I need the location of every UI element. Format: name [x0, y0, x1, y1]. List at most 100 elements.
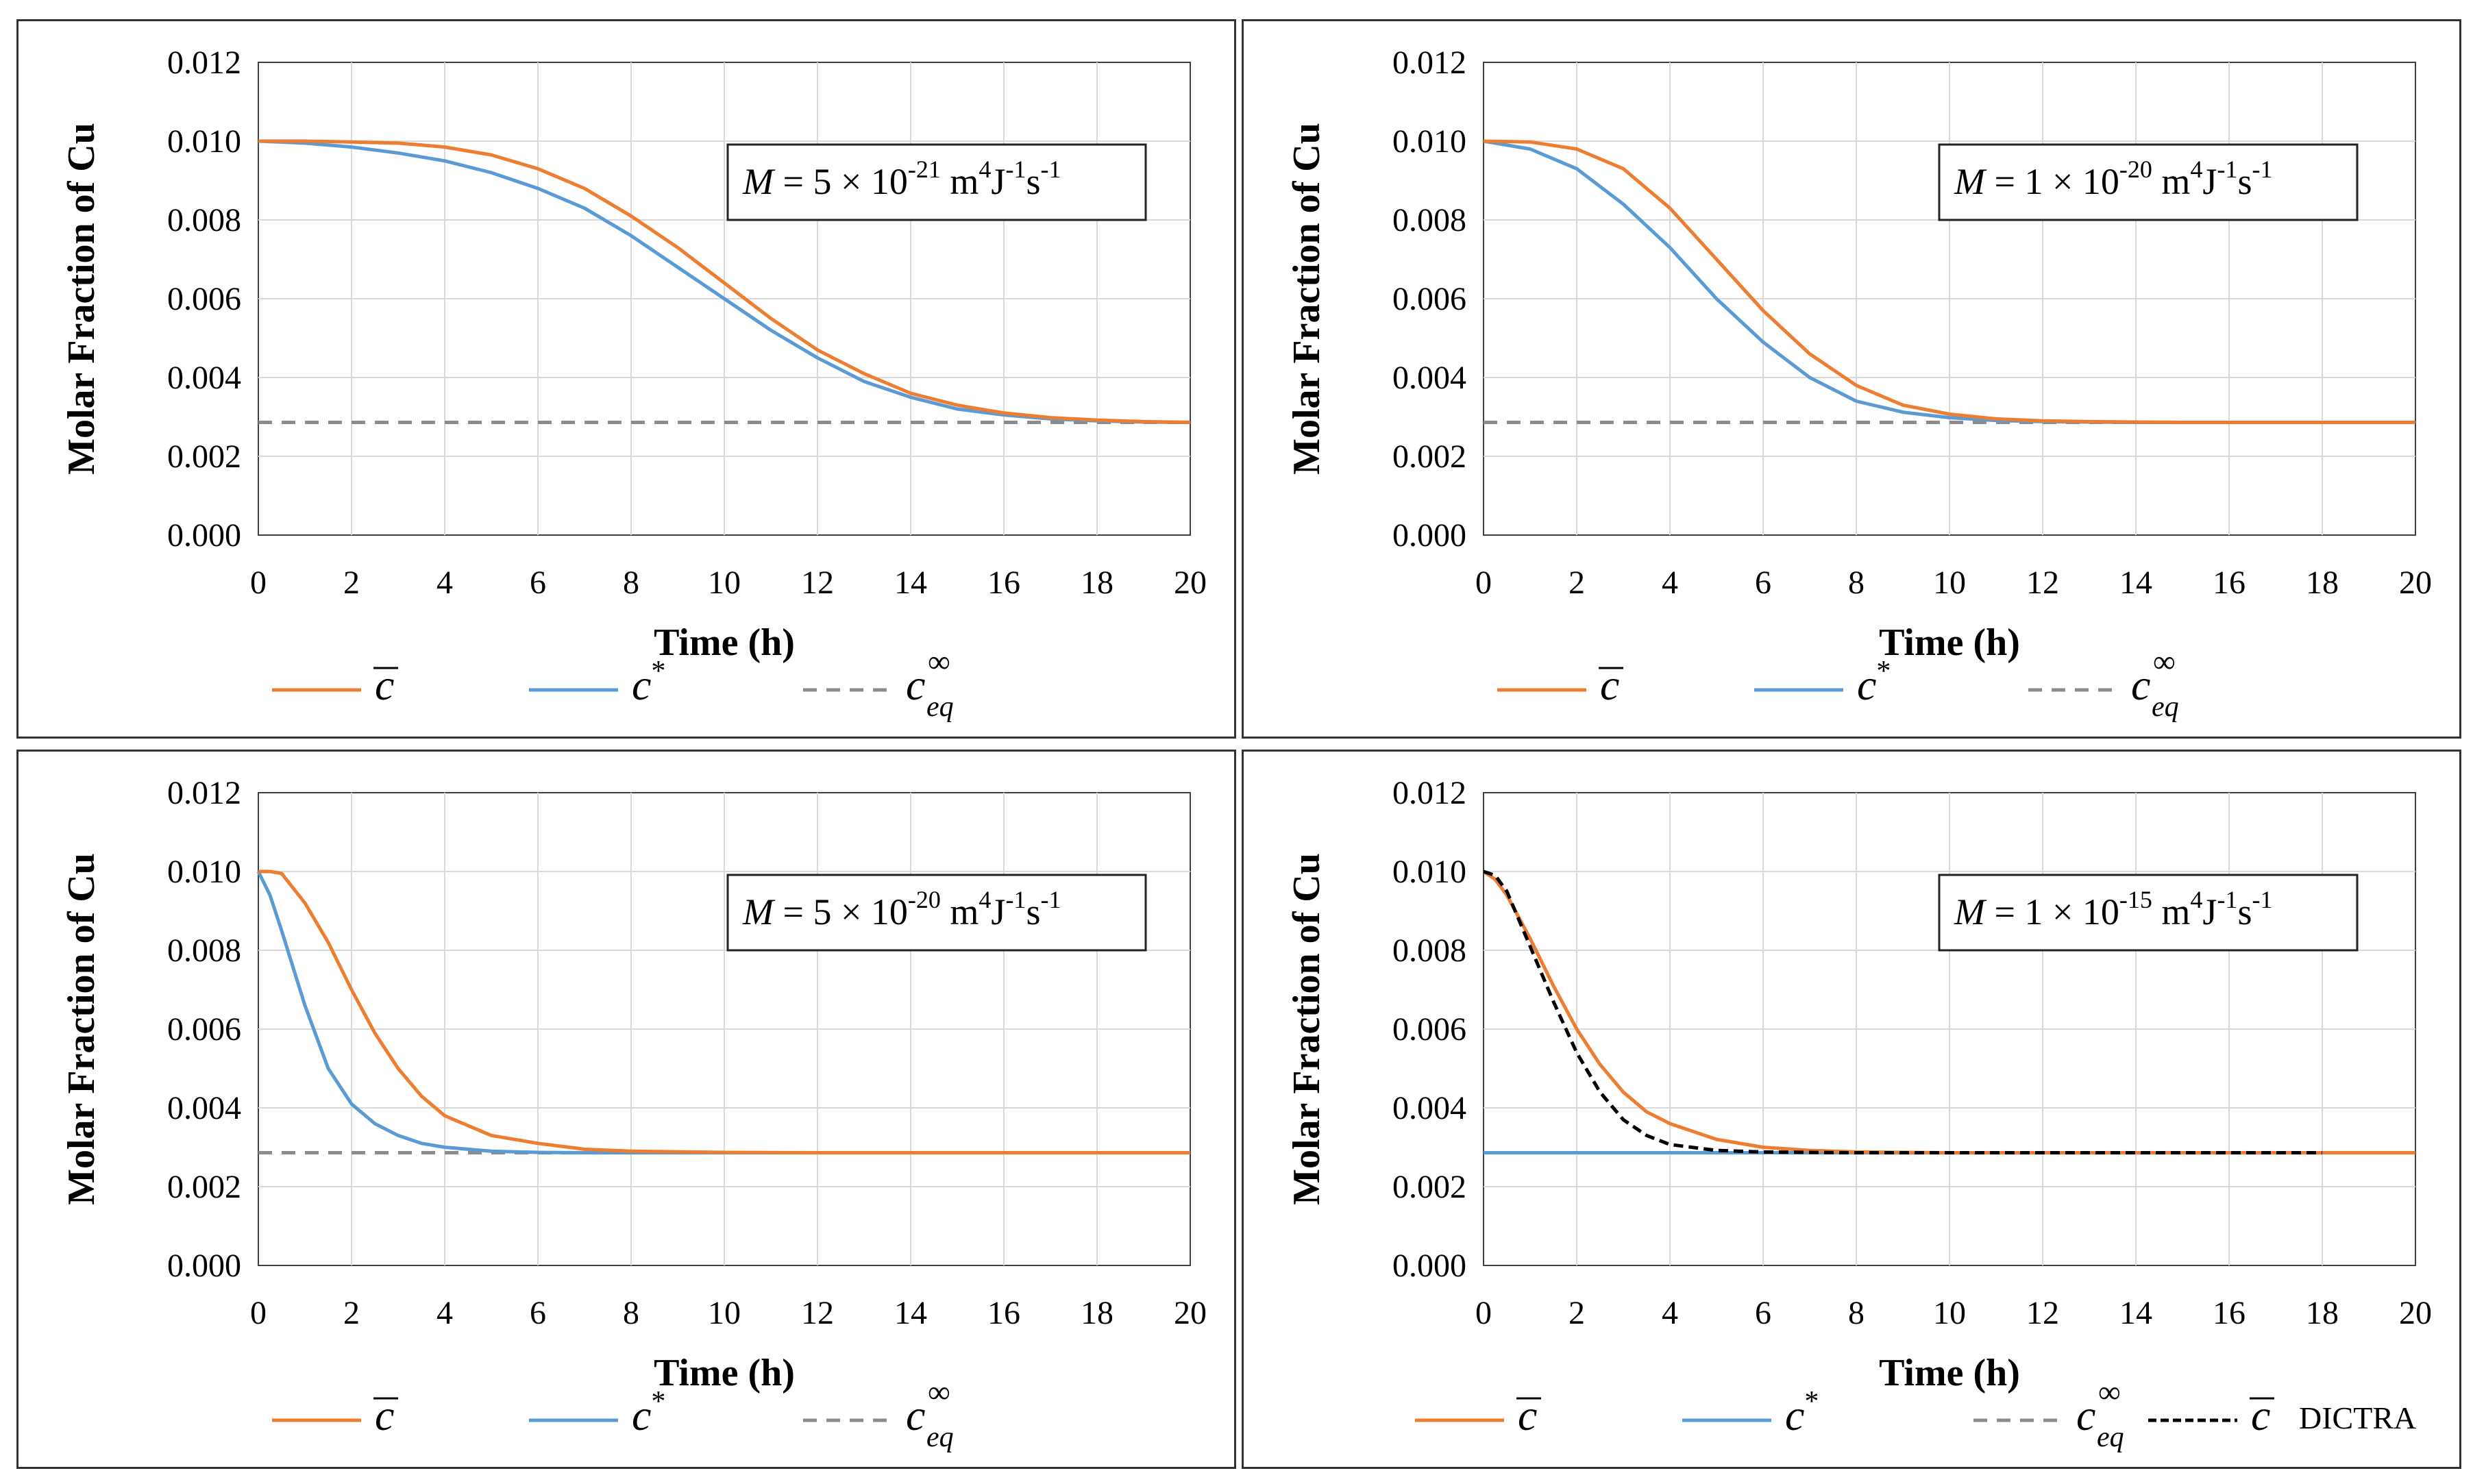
y-tick-label: 0.002: [1392, 438, 1466, 475]
x-tick-label: 14: [2119, 1295, 2152, 1331]
legend-label-c-eq-sup: ∞: [2098, 1374, 2121, 1409]
x-tick-label: 10: [708, 565, 741, 601]
y-tick-label: 0.010: [1392, 854, 1466, 890]
y-tick-label: 0.008: [1392, 932, 1466, 969]
x-tick-label: 10: [708, 1295, 741, 1331]
x-tick-label: 16: [987, 1295, 1020, 1331]
y-tick-label: 0.000: [167, 517, 241, 554]
y-tick-label: 0.010: [1392, 123, 1466, 160]
chart-panel-3: 0 2 4 6 8 10 12 14 16 18 20 0.000 0.002 0.004 0.006 0.0…: [16, 750, 1236, 1469]
x-tick-label: 18: [1081, 1295, 1114, 1331]
x-tick-label: 2: [1568, 1295, 1585, 1331]
y-tick-label: 0.008: [167, 202, 241, 238]
x-tick-label: 16: [2213, 1295, 2246, 1331]
x-axis-title: Time (h): [1879, 621, 2020, 664]
x-tick-label: 6: [1755, 565, 1771, 601]
legend-label-c-eq: c: [906, 660, 925, 709]
y-tick-label: 0.006: [167, 281, 241, 317]
x-tick-label: 12: [801, 565, 834, 601]
y-tick-label: 0.012: [167, 775, 241, 811]
y-tick-label: 0.006: [1392, 281, 1466, 317]
annotation-box: [1938, 874, 2359, 952]
annotation-text: M = 1 × 10-20 m4J-1s-1: [1954, 156, 2272, 202]
x-tick-label: 4: [1662, 1295, 1678, 1331]
legend-label-c-eq: c: [2131, 660, 2150, 709]
x-tick-label: 8: [1848, 1295, 1865, 1331]
legend-label-c-eq-sub: eq: [926, 1422, 954, 1453]
y-axis-title: Molar Fraction of Cu: [60, 853, 103, 1205]
x-tick-label: 16: [987, 565, 1020, 601]
y-tick-label: 0.012: [1392, 775, 1466, 811]
legend: c c* c eq∞: [272, 1374, 954, 1453]
x-tick-label: 2: [343, 565, 360, 601]
x-tick-label: 20: [1174, 565, 1207, 601]
legend-label-c-eq-sub: eq: [2152, 691, 2179, 723]
y-axis-title: Molar Fraction of Cu: [1285, 123, 1328, 475]
y-tick-label: 0.006: [167, 1011, 241, 1048]
legend-label-c-eq: c: [2076, 1391, 2095, 1439]
x-tick-label: 14: [894, 565, 927, 601]
x-tick-label: 2: [1568, 565, 1585, 601]
y-axis-title: Molar Fraction of Cu: [60, 123, 103, 475]
y-tick-label: 0.012: [167, 45, 241, 81]
legend: c c* c eq∞: [272, 644, 954, 723]
x-tick-label: 4: [436, 1295, 453, 1331]
legend: c c* c eq∞ c DICTRA: [1415, 1374, 2416, 1453]
x-tick-label: 14: [2119, 565, 2152, 601]
legend-label-c-eq: c: [906, 1391, 925, 1439]
x-tick-label: 18: [2306, 1295, 2339, 1331]
series-line-c_bar: [1483, 139, 2415, 424]
x-tick-label: 8: [623, 1295, 639, 1331]
x-tick-label: 16: [2213, 565, 2246, 601]
y-tick-label: 0.004: [167, 1090, 241, 1126]
x-tick-label: 20: [1174, 1295, 1207, 1331]
y-axis-title: Molar Fraction of Cu: [1285, 853, 1328, 1205]
series-line-c_bar: [1482, 869, 2415, 1154]
y-tick-label: 0.004: [1392, 1090, 1466, 1126]
chart-panel-1: 0 2 4 6 8 10 12 14 16 18 20 0.000 0.002 0.004 0.006 0.0…: [16, 19, 1236, 739]
chart-panel-4: 0 2 4 6 8 10 12 14 16 18 20 0.000 0.002 0.004 0.006 0.0…: [1242, 750, 2461, 1469]
legend-label-c-star: c*: [1857, 656, 1891, 709]
y-tick-label: 0.010: [167, 854, 241, 890]
legend-label-c-eq-sup: ∞: [2153, 644, 2176, 679]
x-tick-label: 0: [1475, 1295, 1492, 1331]
series-line-c_bar: [258, 869, 1190, 1154]
annotation-box: [726, 874, 1147, 952]
legend-label-c-eq-sup: ∞: [928, 644, 950, 679]
x-tick-label: 6: [530, 565, 546, 601]
y-tick-label: 0.006: [1392, 1011, 1466, 1048]
x-tick-label: 0: [1475, 565, 1492, 601]
y-tick-label: 0.002: [167, 438, 241, 475]
y-tick-label: 0.002: [1392, 1169, 1466, 1205]
x-axis-title: Time (h): [654, 1352, 795, 1394]
x-tick-label: 4: [1662, 565, 1678, 601]
y-tick-label: 0.008: [167, 932, 241, 969]
legend-label-c-eq-sub: eq: [926, 691, 954, 723]
x-axis-title: Time (h): [1879, 1352, 2020, 1394]
y-tick-label: 0.002: [167, 1169, 241, 1205]
series-line-c_bar: [258, 139, 1191, 424]
x-tick-label: 12: [2026, 1295, 2059, 1331]
annotation-text: M = 5 × 10-21 m4J-1s-1: [742, 156, 1061, 202]
legend-dictra-suffix: DICTRA: [2299, 1400, 2416, 1435]
x-tick-label: 14: [894, 1295, 927, 1331]
y-tick-label: 0.012: [1392, 45, 1466, 81]
legend-label-c-star: c*: [1785, 1386, 1819, 1439]
x-tick-label: 2: [343, 1295, 360, 1331]
x-tick-label: 8: [1848, 565, 1865, 601]
series-line-dictra: [1483, 869, 2322, 1154]
annotation-text: M = 1 × 10-15 m4J-1s-1: [1954, 886, 2272, 932]
legend-label-c-eq-sub: eq: [2097, 1422, 2124, 1453]
x-tick-label: 20: [2399, 565, 2432, 601]
annotation-text: M = 5 × 10-20 m4J-1s-1: [742, 886, 1061, 932]
x-tick-label: 0: [250, 1295, 267, 1331]
chart-svg: 0 2 4 6 8 10 12 14 16 18 20 0.000 0.002 0.004 0.006 0.0…: [60, 775, 1207, 1453]
x-tick-label: 0: [250, 565, 267, 601]
legend-label-c-star: c*: [632, 656, 665, 709]
y-tick-label: 0.000: [167, 1248, 241, 1284]
annotation-box: [726, 143, 1147, 221]
y-tick-label: 0.004: [1392, 360, 1466, 396]
legend: c c* c eq∞: [1497, 644, 2179, 723]
x-tick-label: 4: [436, 565, 453, 601]
x-tick-label: 12: [2026, 565, 2059, 601]
